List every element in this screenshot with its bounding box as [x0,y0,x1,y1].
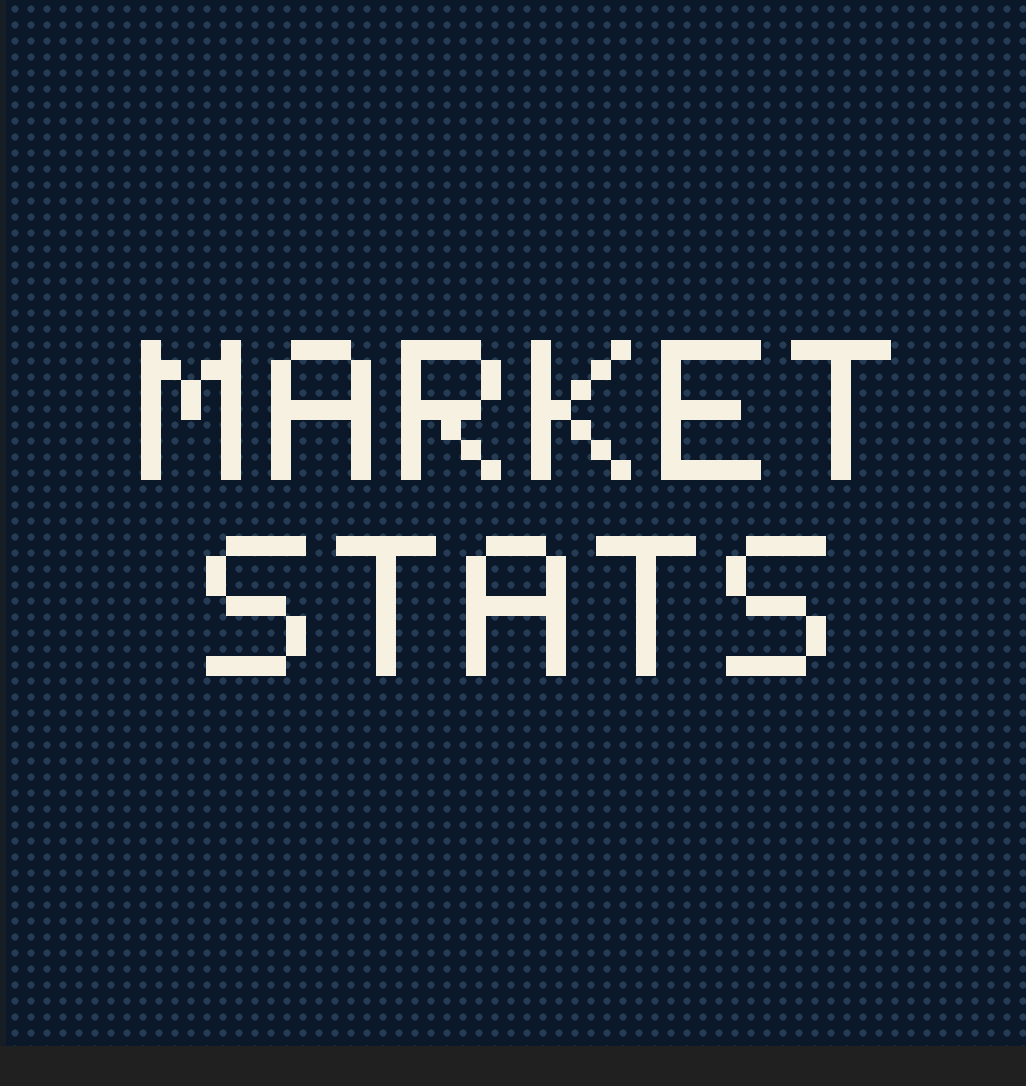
bottom-bar [0,1046,1026,1086]
left-border [0,0,6,1046]
title-letter-t [596,536,696,676]
title-letter-t [791,340,891,480]
dot-grid-background [6,0,1026,1046]
title-letter-k [531,340,631,480]
title-letter-e [661,340,761,480]
title-line-stats [206,536,826,676]
title-letter-a [271,340,371,480]
title-letter-t [336,536,436,676]
title-letter-s [206,536,306,676]
title-graphic [141,340,891,676]
title-letter-a [466,536,566,676]
title-letter-s [726,536,826,676]
title-line-market [141,340,891,480]
title-letter-m [141,340,241,480]
title-letter-r [401,340,501,480]
title-screen-panel [6,0,1026,1046]
